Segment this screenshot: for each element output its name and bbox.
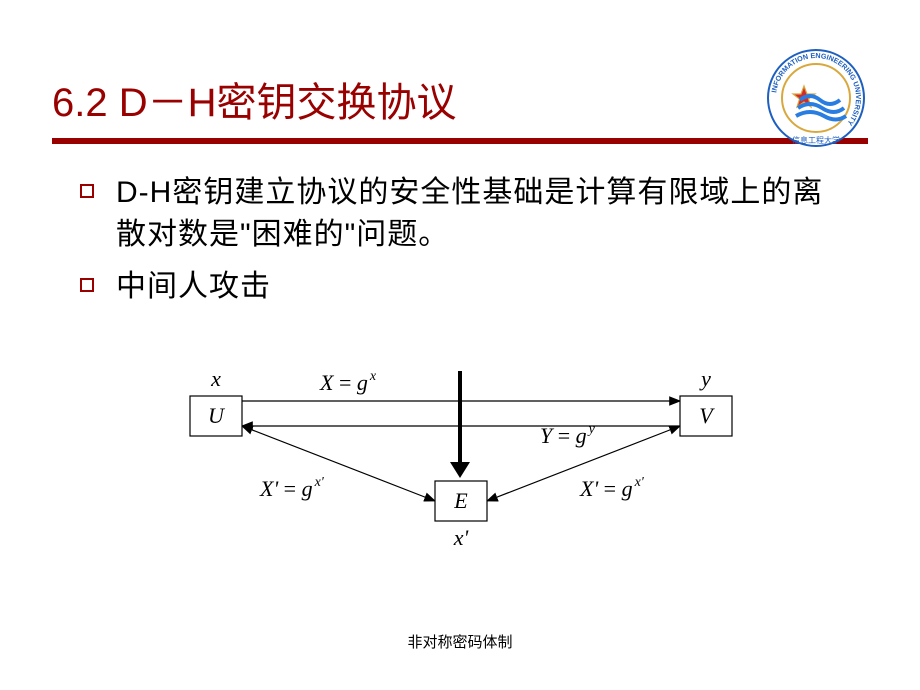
- bullet-item: D-H密钥建立协议的安全性基础是计算有限域上的离散对数是"困难的"问题。: [80, 172, 840, 256]
- footer-text: 非对称密码体制: [0, 631, 920, 652]
- svg-text:X' = gx': X' = gx': [579, 475, 645, 501]
- svg-text:X' = gx': X' = gx': [259, 475, 325, 501]
- bullet-marker-icon: [80, 278, 94, 292]
- logo-cn-text: 信息工程大学: [792, 135, 840, 145]
- svg-text:X = gx: X = gx: [319, 369, 377, 395]
- svg-text:E: E: [453, 488, 468, 513]
- content-area: D-H密钥建立协议的安全性基础是计算有限域上的离散对数是"困难的"问题。 中间人…: [0, 144, 920, 566]
- bullet-marker-icon: [80, 184, 94, 198]
- svg-text:y: y: [699, 366, 711, 391]
- svg-text:x': x': [453, 525, 469, 550]
- mitm-diagram: UxVyEx'X = gxY = gyX' = gx'X' = gx': [110, 326, 810, 566]
- bullet-item: 中间人攻击: [80, 266, 840, 308]
- bullet-text: 中间人攻击: [116, 266, 271, 308]
- university-logo: INFORMATION ENGINEERING UNIVERSITY 信息工程大…: [766, 48, 866, 148]
- svg-text:x: x: [210, 366, 221, 391]
- bullet-text: D-H密钥建立协议的安全性基础是计算有限域上的离散对数是"困难的"问题。: [116, 172, 840, 256]
- slide: INFORMATION ENGINEERING UNIVERSITY 信息工程大…: [0, 0, 920, 690]
- svg-text:U: U: [208, 403, 226, 428]
